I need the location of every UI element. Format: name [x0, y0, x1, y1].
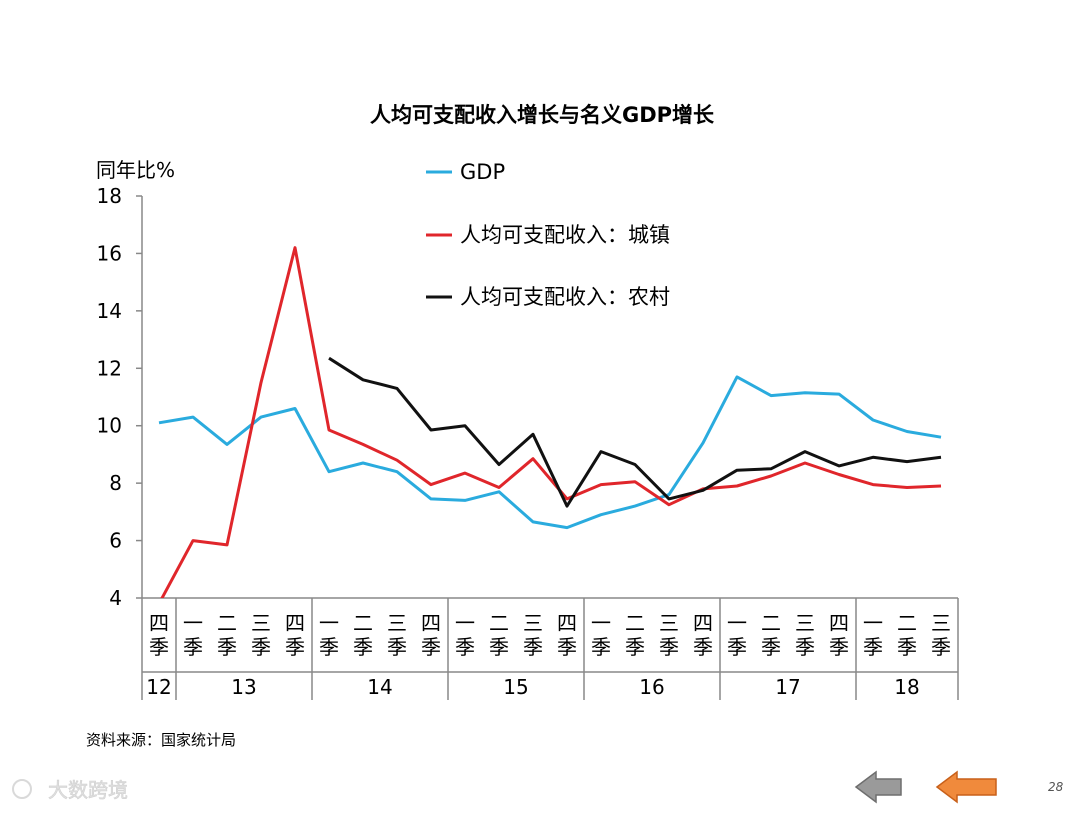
x-tick-label: 二季	[761, 611, 781, 659]
year-label: 12	[146, 675, 171, 699]
y-tick-label: 10	[97, 414, 122, 438]
y-tick-label: 16	[97, 241, 122, 265]
watermark: 大数跨境	[13, 778, 128, 802]
series-line-0	[159, 377, 941, 528]
x-tick-label: 四季	[693, 611, 713, 659]
x-tick-label: 四季	[557, 611, 577, 659]
slide: 人均可支配收入增长与名义GDP增长 同年比% 4 6 8 10 12 14 16 18 四季 一季…	[0, 0, 1080, 810]
watermark-text: 大数跨境	[48, 778, 128, 802]
x-tick-label: 三季	[387, 611, 407, 659]
y-tick-label: 18	[97, 184, 122, 208]
x-tick-label: 二季	[625, 611, 645, 659]
x-tick-label: 一季	[455, 611, 475, 659]
x-tick-label: 一季	[183, 611, 203, 659]
line-chart: 人均可支配收入增长与名义GDP增长 同年比% 4681012141618四季一季…	[0, 0, 1080, 810]
year-label: 17	[775, 675, 800, 699]
x-tick-label: 四季	[285, 611, 305, 659]
y-tick-label: 8	[109, 471, 122, 495]
legend-label: 人均可支配收入：城镇	[460, 223, 670, 247]
x-tick-label: 三季	[659, 611, 679, 659]
year-label: 13	[231, 675, 256, 699]
year-label: 14	[367, 675, 392, 699]
y-tick-label: 14	[97, 299, 122, 323]
x-tick-label: 四季	[829, 611, 849, 659]
x-tick-label: 三季	[795, 611, 815, 659]
year-label: 16	[639, 675, 664, 699]
x-tick-label: 二季	[897, 611, 917, 659]
x-tick-label: 二季	[353, 611, 373, 659]
source-note: 资料来源：国家统计局	[86, 731, 236, 749]
back-button[interactable]	[856, 772, 901, 802]
x-tick-label: 三季	[931, 611, 951, 659]
x-tick-label: 二季	[489, 611, 509, 659]
arrow-left-gray-icon	[856, 772, 901, 802]
x-tick-label: 二季	[217, 611, 237, 659]
x-tick-label: 四季	[421, 611, 441, 659]
x-tick-label: 一季	[727, 611, 747, 659]
x-tick-label: 三季	[523, 611, 543, 659]
y-axis-label: 同年比%	[96, 158, 175, 182]
year-label: 18	[894, 675, 919, 699]
y-tick-label: 6	[109, 529, 122, 553]
y-tick-label: 4	[109, 586, 122, 610]
x-tick-label: 三季	[251, 611, 271, 659]
chart-title: 人均可支配收入增长与名义GDP增长	[370, 103, 715, 127]
watermark-logo-icon	[13, 780, 31, 798]
x-tick-label: 四季	[149, 611, 169, 659]
legend-label: GDP	[460, 160, 505, 184]
x-tick-label: 一季	[863, 611, 883, 659]
series-line-2	[329, 358, 941, 506]
x-tick-label: 一季	[591, 611, 611, 659]
page-number: 28	[1048, 780, 1064, 794]
arrow-left-orange-icon	[937, 772, 996, 802]
y-tick-label: 12	[97, 356, 122, 380]
previous-button[interactable]	[937, 772, 996, 802]
x-tick-label: 一季	[319, 611, 339, 659]
year-label: 15	[503, 675, 528, 699]
legend-label: 人均可支配收入：农村	[460, 285, 670, 309]
